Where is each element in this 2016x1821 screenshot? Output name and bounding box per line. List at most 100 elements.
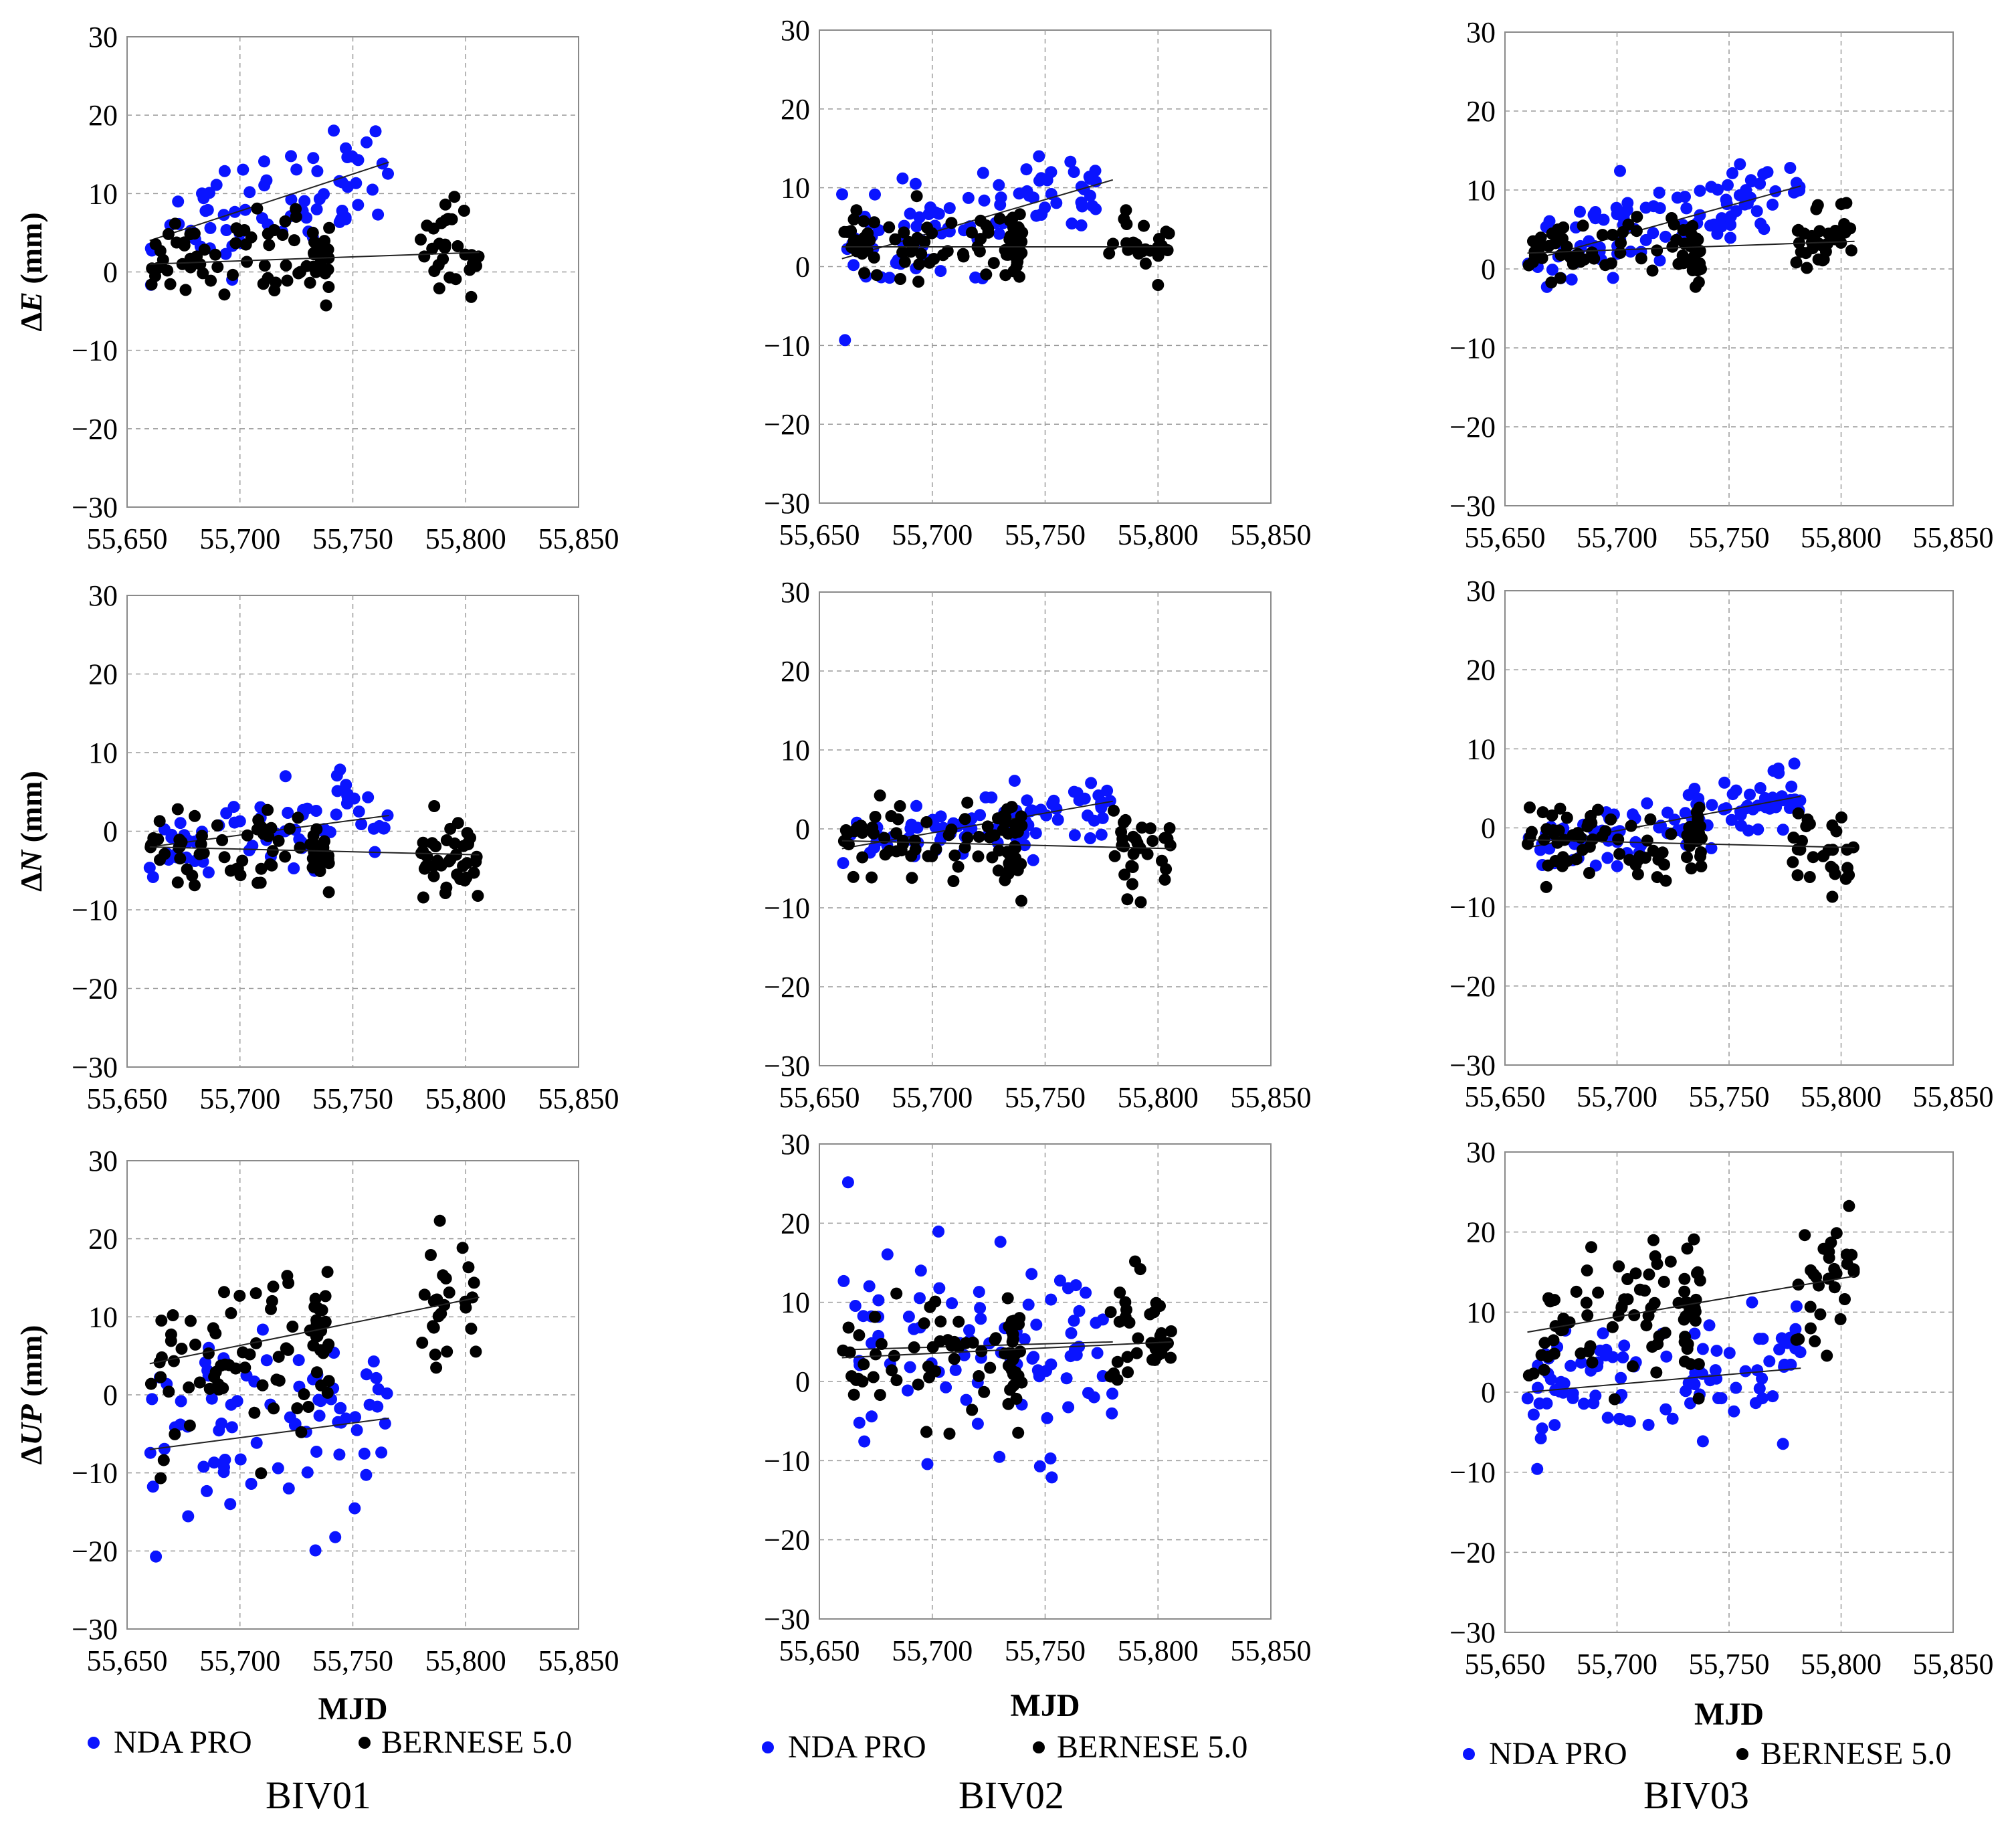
bernese-point — [1538, 1337, 1551, 1349]
bernese-point — [145, 278, 158, 291]
bernese-point — [913, 258, 926, 270]
y-tick-label: −20 — [1449, 411, 1496, 444]
bernese-point — [427, 1321, 440, 1334]
bernese-point — [952, 1315, 965, 1328]
bernese-point — [1834, 1313, 1847, 1325]
bernese-point — [942, 829, 955, 842]
nda-point — [234, 1453, 247, 1466]
nda-point — [1744, 788, 1756, 801]
nda-point — [979, 791, 992, 803]
nda-point — [1583, 235, 1595, 248]
nda-point — [949, 1363, 962, 1376]
bernese-point — [906, 872, 918, 884]
bernese-point — [241, 256, 253, 268]
x-tick-label: 55,650 — [87, 1082, 168, 1115]
nda-point — [1091, 1347, 1104, 1359]
bernese-point — [249, 1287, 262, 1300]
nda-point — [1623, 1415, 1636, 1428]
y-tick-label: −10 — [72, 1457, 118, 1490]
bernese-point — [1665, 828, 1678, 840]
nda-point — [1548, 1419, 1561, 1432]
y-tick-label: −20 — [72, 413, 118, 446]
nda-point — [881, 1248, 894, 1261]
bernese-point — [1577, 844, 1589, 856]
bernese-point — [184, 252, 197, 265]
legend-nda-marker — [762, 1741, 774, 1753]
nda-point — [158, 1442, 171, 1455]
bernese-trend-line — [1527, 1275, 1855, 1333]
bernese-point — [239, 1361, 251, 1374]
nda-point — [1029, 827, 1042, 840]
y-tick-label: 30 — [1466, 16, 1496, 49]
y-tick-label: 10 — [781, 172, 810, 205]
nda-point — [1621, 197, 1634, 209]
bernese-point — [920, 816, 933, 828]
y-tick-label: 10 — [88, 737, 118, 769]
bernese-point — [302, 1401, 315, 1413]
bernese-point — [999, 874, 1011, 886]
bernese-point — [1651, 1338, 1664, 1351]
nda-points — [837, 1176, 1118, 1484]
nda-trend-line — [1527, 185, 1801, 262]
nda-point — [1718, 803, 1730, 816]
y-tick-label: 30 — [1466, 1136, 1496, 1169]
nda-point — [1051, 813, 1064, 826]
bernese-point — [461, 857, 474, 870]
nda-point — [1751, 1364, 1764, 1377]
bernese-trend-line — [841, 840, 1172, 850]
y-tick-label: −30 — [1449, 1616, 1496, 1649]
nda-point — [921, 1458, 934, 1470]
nda-point — [1033, 150, 1045, 163]
nda-point — [1013, 187, 1025, 200]
nda-point — [1718, 776, 1731, 789]
bernese-point — [1005, 238, 1018, 251]
nda-point — [1597, 213, 1610, 226]
bernese-point — [317, 1347, 330, 1359]
nda-point — [1614, 165, 1626, 177]
bernese-point — [1114, 1286, 1126, 1299]
bernese-point — [185, 1315, 197, 1327]
legend-biv02: NDA PRO BERNESE 5.0 — [762, 1729, 1247, 1765]
bernese-point — [966, 1404, 979, 1416]
nda-point — [932, 207, 945, 220]
nda-point — [243, 186, 256, 199]
bernese-point — [1679, 1331, 1692, 1343]
bernese-points — [837, 1255, 1177, 1440]
nda-point — [1574, 205, 1586, 218]
bernese-point — [154, 854, 166, 866]
bernese-point — [164, 278, 177, 290]
nda-point — [1601, 852, 1614, 864]
nda-point — [146, 1480, 159, 1493]
bernese-point — [1840, 1248, 1853, 1261]
bernese-point — [1666, 240, 1679, 253]
bernese-point — [153, 1356, 166, 1369]
bernese-point — [907, 239, 920, 252]
x-tick-label: 55,700 — [892, 518, 973, 551]
nda-point — [381, 1387, 393, 1400]
y-tick-label: 0 — [795, 1365, 810, 1398]
bernese-point — [193, 1376, 206, 1389]
nda-point — [1066, 217, 1078, 230]
bernese-point — [443, 271, 456, 284]
nda-point — [1728, 1405, 1740, 1418]
y-tick-label: 10 — [781, 1286, 810, 1319]
nda-point — [1642, 1418, 1655, 1431]
nda-point — [1704, 1374, 1716, 1387]
legend-bernese-marker — [359, 1737, 371, 1749]
bernese-point — [149, 238, 162, 251]
legend-nda-label: NDA PRO — [1489, 1736, 1627, 1771]
nda-point — [872, 1294, 885, 1307]
bernese-point — [430, 1361, 443, 1374]
bernese-point — [1816, 254, 1829, 267]
nda-point — [932, 1225, 945, 1238]
bernese-point — [883, 221, 896, 233]
nda-point — [1062, 1401, 1075, 1414]
bernese-point — [978, 1385, 991, 1398]
bernese-point — [1569, 830, 1581, 842]
bernese-point — [198, 244, 211, 256]
bernese-point — [1664, 1255, 1677, 1268]
x-tick-label: 55,750 — [1005, 1634, 1086, 1667]
bernese-point — [1657, 1276, 1670, 1288]
nda-point — [1030, 1319, 1043, 1331]
